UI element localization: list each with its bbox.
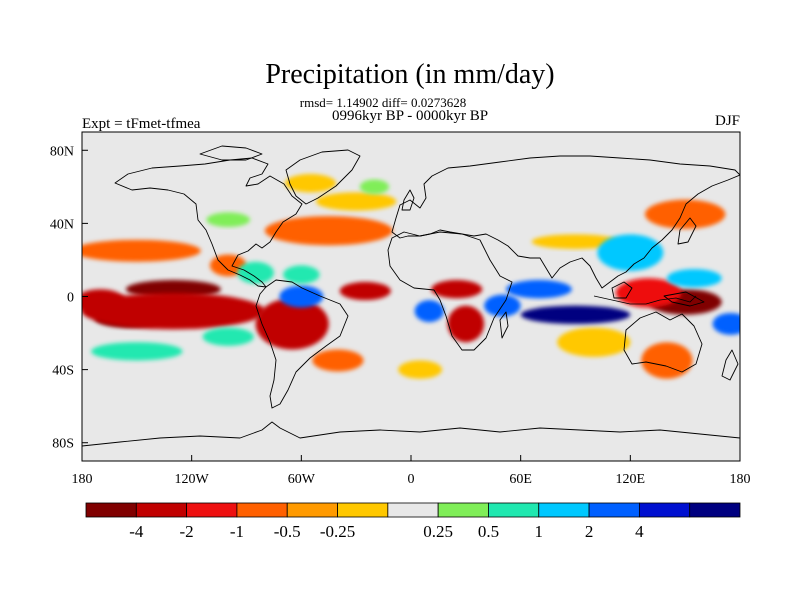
x-tick-label: 60W bbox=[288, 472, 316, 487]
colorbar-label: 4 bbox=[635, 522, 644, 541]
x-tick-label: 180 bbox=[730, 472, 751, 487]
anomaly-region bbox=[255, 298, 329, 350]
colorbar-label: -4 bbox=[129, 522, 144, 541]
anomaly-region bbox=[339, 281, 391, 301]
y-axis: 80N 40N 0 40S 80S bbox=[50, 144, 88, 452]
colorbar-swatch bbox=[538, 502, 590, 518]
coast-canadian-archipelago bbox=[199, 145, 263, 161]
anomaly-region bbox=[431, 280, 483, 299]
coast-british-isles bbox=[401, 189, 415, 211]
colorbar-label: -0.25 bbox=[320, 522, 355, 541]
anomaly-region bbox=[359, 179, 390, 195]
colorbar-swatch bbox=[85, 502, 137, 518]
anomaly-region bbox=[531, 234, 620, 249]
chart-title: Precipitation (in mm/day) bbox=[265, 59, 554, 90]
anomaly-region bbox=[520, 305, 631, 324]
colorbar-label: 1 bbox=[535, 522, 544, 541]
x-tick-label: 120W bbox=[175, 472, 210, 487]
coast-new-guinea bbox=[663, 291, 705, 307]
anomaly-region bbox=[414, 300, 444, 323]
coast-eurasia bbox=[391, 155, 740, 289]
y-tick-label: 80S bbox=[52, 437, 74, 452]
anomaly-region bbox=[557, 327, 631, 357]
colorbar: -4 -2 -1 -0.5 -0.25 0.25 0.5 1 2 4 bbox=[85, 502, 741, 541]
colorbar-label: -2 bbox=[180, 522, 194, 541]
anomaly-region bbox=[209, 254, 247, 277]
anomaly-region bbox=[82, 292, 265, 330]
anomaly-region bbox=[666, 269, 722, 288]
anomaly-region bbox=[447, 305, 485, 343]
coastlines bbox=[82, 145, 740, 447]
coast-madagascar bbox=[499, 311, 509, 339]
colorbar-swatch bbox=[437, 502, 489, 518]
colorbar-label: -1 bbox=[230, 522, 244, 541]
anomaly-region bbox=[279, 285, 324, 308]
colorbar-swatch bbox=[337, 502, 389, 518]
coast-indonesia bbox=[593, 295, 697, 305]
colorbar-label: -0.5 bbox=[274, 522, 301, 541]
colorbar-label: 0.5 bbox=[478, 522, 499, 541]
anomaly-region bbox=[91, 342, 183, 361]
anomaly-region bbox=[644, 199, 726, 229]
y-tick-label: 40S bbox=[52, 364, 74, 379]
colorbar-swatch bbox=[186, 502, 238, 518]
stats-label: rmsd= 1.14902 diff= 0.0273628 bbox=[300, 95, 466, 110]
x-tick-label: 0 bbox=[408, 472, 415, 487]
anomaly-region bbox=[597, 234, 664, 271]
colorbar-swatch bbox=[488, 502, 540, 518]
coast-australia bbox=[623, 311, 703, 373]
coast-south-america bbox=[255, 279, 349, 409]
y-tick-label: 40N bbox=[50, 217, 74, 232]
anomaly-region bbox=[284, 174, 337, 193]
anomaly-region bbox=[237, 261, 274, 284]
coast-north-america bbox=[114, 157, 303, 288]
x-axis: 180 120W 60W 0 60E 120E 180 bbox=[72, 455, 751, 487]
anomaly-region bbox=[202, 327, 254, 346]
season-label: DJF bbox=[715, 113, 740, 129]
anomaly-region bbox=[641, 342, 693, 379]
anomaly-fields bbox=[82, 174, 740, 379]
coast-antarctica bbox=[82, 421, 740, 447]
anomaly-region bbox=[398, 360, 443, 379]
coast-new-zealand bbox=[721, 349, 739, 381]
chart-subtitle: 0996kyr BP - 0000kyr BP bbox=[332, 108, 488, 124]
anomaly-region bbox=[82, 289, 126, 315]
anomaly-region bbox=[506, 280, 572, 299]
anomaly-region bbox=[712, 312, 740, 335]
y-tick-label: 80N bbox=[50, 144, 74, 159]
colorbar-swatch bbox=[236, 502, 288, 518]
y-tick-label: 0 bbox=[67, 291, 74, 306]
experiment-label: Expt = tFmet-tfmea bbox=[82, 116, 201, 132]
colorbar-swatch bbox=[286, 502, 338, 518]
colorbar-label: 0.25 bbox=[423, 522, 453, 541]
colorbar-label: 2 bbox=[585, 522, 594, 541]
anomaly-region bbox=[615, 278, 682, 308]
colorbar-swatch bbox=[135, 502, 188, 518]
anomaly-region bbox=[264, 216, 393, 246]
anomaly-region bbox=[315, 192, 397, 211]
anomaly-region bbox=[283, 265, 320, 284]
colorbar-swatch bbox=[689, 502, 741, 518]
colorbar-swatch bbox=[638, 502, 691, 518]
anomaly-region bbox=[312, 349, 364, 372]
x-tick-label: 180 bbox=[72, 472, 93, 487]
anomaly-region bbox=[206, 212, 251, 228]
colorbar-swatch bbox=[387, 502, 439, 518]
anomaly-region bbox=[82, 239, 201, 262]
map-panel bbox=[81, 131, 741, 462]
coast-greenland bbox=[285, 149, 361, 205]
x-tick-label: 60E bbox=[509, 472, 532, 487]
x-tick-label: 120E bbox=[616, 472, 646, 487]
colorbar-swatch bbox=[588, 502, 640, 518]
coast-japan bbox=[677, 217, 697, 245]
coast-borneo bbox=[611, 281, 633, 299]
coast-africa bbox=[387, 231, 513, 351]
